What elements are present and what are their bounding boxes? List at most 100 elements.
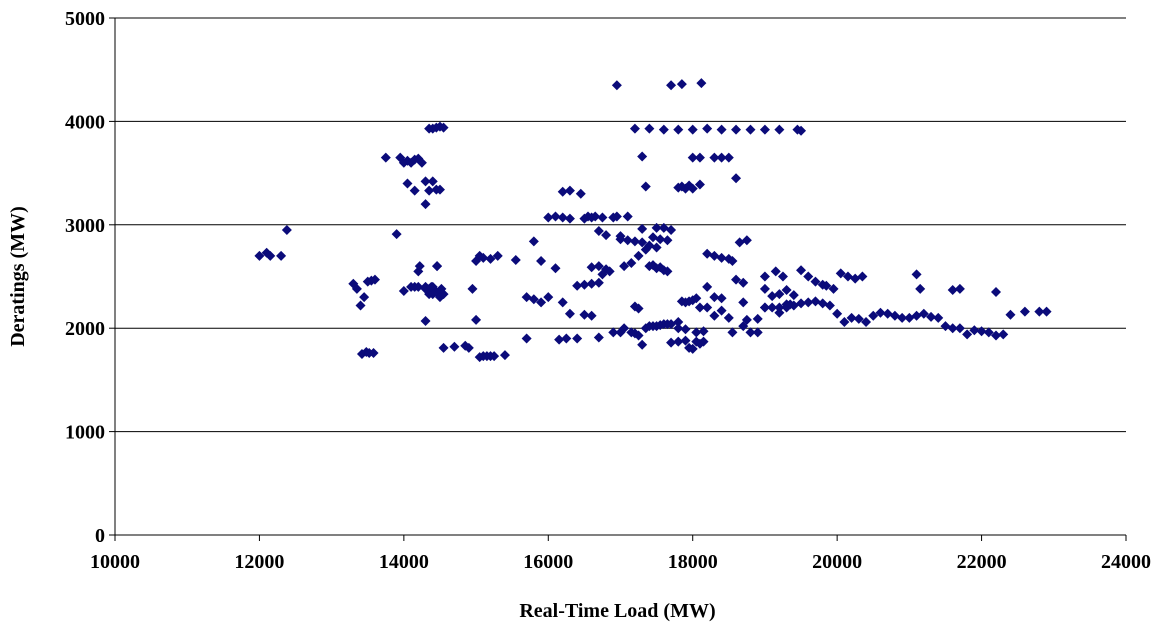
data-point: [702, 302, 713, 313]
data-point: [702, 248, 713, 259]
data-point: [424, 185, 435, 196]
data-point: [774, 124, 785, 135]
data-point: [471, 314, 482, 325]
data-point: [666, 319, 677, 330]
data-point: [716, 252, 727, 263]
data-point: [696, 78, 707, 89]
data-point: [254, 250, 265, 261]
data-point: [687, 343, 698, 354]
data-point: [528, 236, 539, 247]
data-point: [564, 213, 575, 224]
data-point: [738, 297, 749, 308]
data-point: [882, 308, 893, 319]
data-point: [432, 261, 443, 272]
x-tick-labels: 10000 12000 14000 16000 18000 20000 22000 24000: [90, 535, 1151, 573]
data-point: [680, 335, 691, 346]
data-point: [536, 297, 547, 308]
data-point: [579, 213, 590, 224]
data-point: [414, 261, 425, 272]
data-point: [633, 303, 644, 314]
data-point: [608, 327, 619, 338]
data-point: [759, 302, 770, 313]
data-point: [666, 224, 677, 235]
data-point: [438, 342, 449, 353]
data-point: [604, 266, 615, 277]
data-point: [745, 327, 756, 338]
data-point: [832, 308, 843, 319]
data-point: [640, 181, 651, 192]
data-point: [554, 334, 565, 345]
data-point: [731, 173, 742, 184]
data-point: [723, 312, 734, 323]
data-point: [550, 263, 561, 274]
data-point: [796, 298, 807, 309]
data-point: [1005, 309, 1016, 320]
data-point: [637, 237, 648, 248]
data-point: [796, 265, 807, 276]
data-point: [572, 280, 583, 291]
data-point: [416, 157, 427, 168]
data-point: [550, 211, 561, 222]
data-point: [991, 330, 1002, 341]
data-point: [499, 350, 510, 361]
x-tick-label: 12000: [234, 551, 284, 573]
data-point: [770, 266, 781, 277]
data-point: [575, 188, 586, 199]
data-point: [586, 310, 597, 321]
data-point: [741, 314, 752, 325]
data-point: [835, 268, 846, 279]
data-point: [658, 222, 669, 233]
y-tick-label: 0: [95, 525, 105, 547]
data-point: [557, 297, 568, 308]
data-point: [413, 281, 424, 292]
data-point: [774, 307, 785, 318]
data-point: [644, 123, 655, 134]
data-point: [436, 283, 447, 294]
data-point: [629, 236, 640, 247]
data-point: [926, 311, 937, 322]
data-point: [810, 276, 821, 287]
data-point: [521, 333, 532, 344]
data-point: [687, 152, 698, 163]
data-point: [716, 124, 727, 135]
data-point: [521, 292, 532, 303]
data-point: [738, 277, 749, 288]
data-point: [406, 281, 417, 292]
data-point: [767, 302, 778, 313]
data-point: [702, 281, 713, 292]
data-point: [731, 274, 742, 285]
data-point: [265, 250, 276, 261]
data-point: [434, 184, 445, 195]
data-point: [438, 122, 449, 133]
data-point: [781, 284, 792, 295]
data-point: [409, 185, 420, 196]
data-point: [759, 271, 770, 282]
x-tick-label: 22000: [957, 551, 1007, 573]
data-point: [391, 229, 402, 240]
data-point: [824, 300, 835, 311]
data-point: [637, 223, 648, 234]
data-point: [687, 124, 698, 135]
data-point: [716, 293, 727, 304]
data-point: [1034, 306, 1045, 317]
data-point: [698, 336, 709, 347]
data-point: [637, 151, 648, 162]
data-point: [658, 124, 669, 135]
data-point: [875, 307, 886, 318]
data-point: [745, 124, 756, 135]
data-point: [351, 283, 362, 294]
data-point: [673, 336, 684, 347]
data-point: [651, 222, 662, 233]
data-point: [752, 313, 763, 324]
data-point: [619, 261, 630, 272]
data-point: [579, 309, 590, 320]
data-point: [564, 308, 575, 319]
data-point: [850, 273, 861, 284]
data-point: [622, 211, 633, 222]
data-point: [557, 186, 568, 197]
data-point: [420, 176, 431, 187]
data-point: [485, 253, 496, 264]
data-point: [676, 79, 687, 90]
y-axis-title: Deratings (MW): [7, 206, 29, 347]
data-point: [702, 123, 713, 134]
